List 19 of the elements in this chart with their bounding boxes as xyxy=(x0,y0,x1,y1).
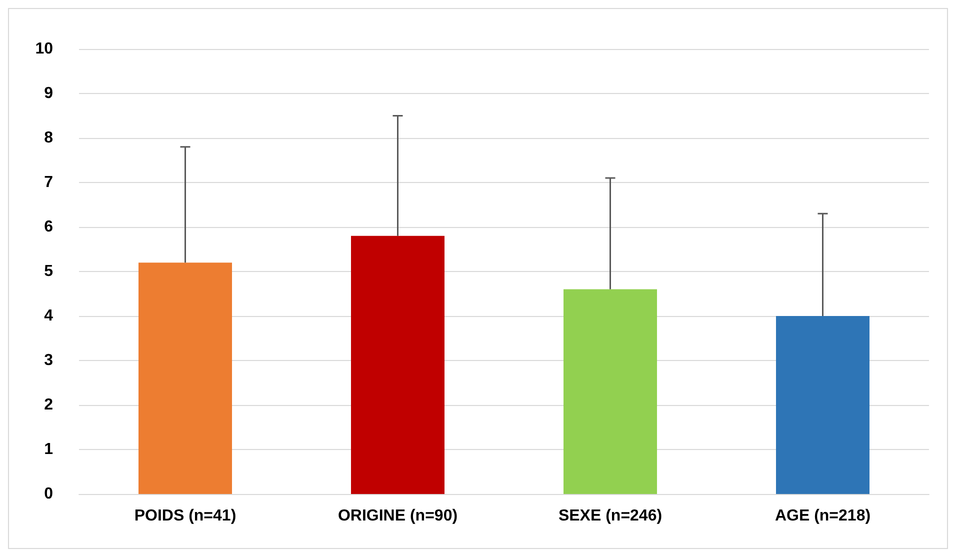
x-tick-label: POIDS (n=41) xyxy=(134,508,236,524)
y-tick-label: 8 xyxy=(44,130,54,146)
bar xyxy=(138,262,232,494)
y-tick-label: 9 xyxy=(44,85,54,102)
y-tick-label: 10 xyxy=(35,40,54,58)
y-tick-label: 1 xyxy=(44,441,54,458)
bar xyxy=(564,289,657,494)
bar xyxy=(776,316,870,494)
y-tick-label: 5 xyxy=(44,263,54,280)
x-tick-label: SEXE (n=246) xyxy=(558,508,662,524)
y-tick-label: 6 xyxy=(44,218,54,236)
x-tick-label: AGE (n=218) xyxy=(774,508,871,524)
y-tick-label: 4 xyxy=(44,308,54,324)
y-tick-label: 3 xyxy=(44,352,54,369)
x-tick-label: ORIGINE (n=90) xyxy=(338,508,458,524)
y-tick-label: 7 xyxy=(44,174,54,191)
bar xyxy=(351,236,444,494)
y-tick-label: 0 xyxy=(44,486,54,502)
y-tick-label: 2 xyxy=(44,396,54,414)
